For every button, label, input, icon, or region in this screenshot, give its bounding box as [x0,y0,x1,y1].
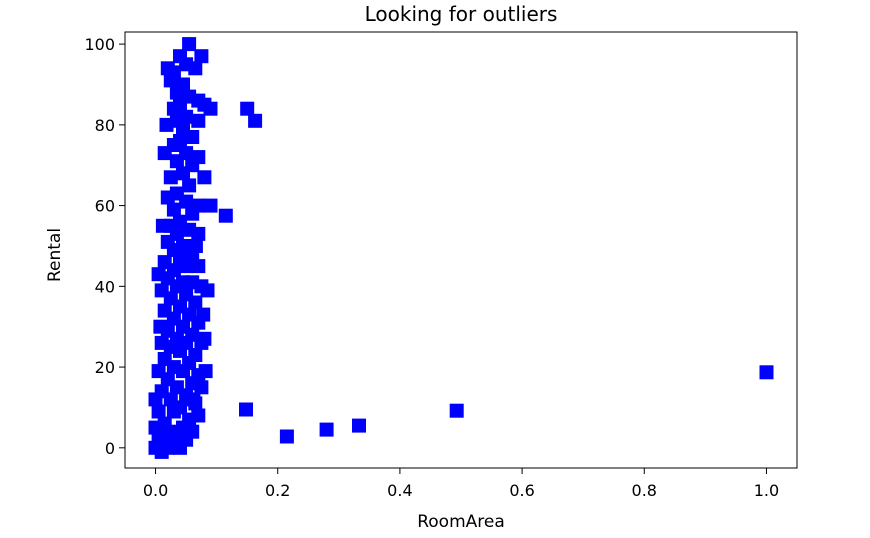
data-point [191,226,206,241]
data-point [194,380,209,395]
data-point [173,343,187,358]
x-tick-label: 0.2 [265,481,290,500]
x-tick-label: 0.6 [509,481,534,500]
plot-frame [124,31,798,469]
data-point [182,178,197,193]
data-point [151,404,166,419]
data-point [191,259,206,274]
y-tick-label: 100 [84,35,115,54]
data-point [759,365,774,380]
data-point [166,101,181,116]
x-axis-ticks: 0.0 0.2 0.4 0.6 0.8 1.0 [143,468,779,500]
data-point [169,154,184,169]
data-point [203,198,218,213]
data-point [194,49,209,64]
data-point [155,218,170,233]
x-tick-label: 0.8 [632,481,657,500]
x-tick-label: 0.4 [387,481,412,500]
data-point [169,85,184,100]
data-point [188,61,203,76]
data-point [191,113,206,128]
data-point [218,208,233,223]
y-axis-ticks: 0 20 40 60 80 100 [84,35,125,458]
data-point [248,113,263,128]
y-tick-label: 80 [95,116,115,135]
y-tick-label: 20 [95,358,115,377]
data-point [279,429,294,444]
data-point [166,202,181,217]
data-point [319,422,334,437]
y-tick-label: 40 [95,277,115,296]
data-point [179,259,194,274]
data-point [188,239,203,253]
y-tick-label: 60 [95,197,115,216]
data-point [182,37,197,52]
data-point [148,420,163,435]
data-point [160,190,175,205]
data-point [188,295,203,310]
x-axis-label: RoomArea [417,512,505,532]
data-point [197,170,212,185]
data-point [197,331,212,346]
data-point [179,194,194,209]
data-point [148,392,163,407]
data-point [198,364,213,379]
scatter-points [148,37,774,459]
data-point [166,404,181,419]
data-point [176,364,190,379]
data-point [239,402,253,417]
data-point [163,73,178,88]
y-tick-label: 0 [105,439,115,458]
data-point [154,444,169,459]
data-point [240,101,255,116]
data-point [196,307,211,322]
chart-title: Looking for outliers [365,2,558,26]
data-point [185,130,200,144]
data-point [449,403,464,418]
y-axis-label: Rental [45,228,65,282]
data-point [153,319,168,334]
data-point [186,392,201,407]
data-point [185,206,200,221]
data-point [173,440,187,455]
data-point [176,166,190,181]
data-point [203,101,218,116]
data-point [163,170,178,185]
x-tick-label: 1.0 [754,481,779,500]
data-point [157,146,172,161]
data-point [352,418,366,433]
data-point [159,117,174,132]
data-point [200,283,215,298]
x-tick-label: 0.0 [143,481,168,500]
